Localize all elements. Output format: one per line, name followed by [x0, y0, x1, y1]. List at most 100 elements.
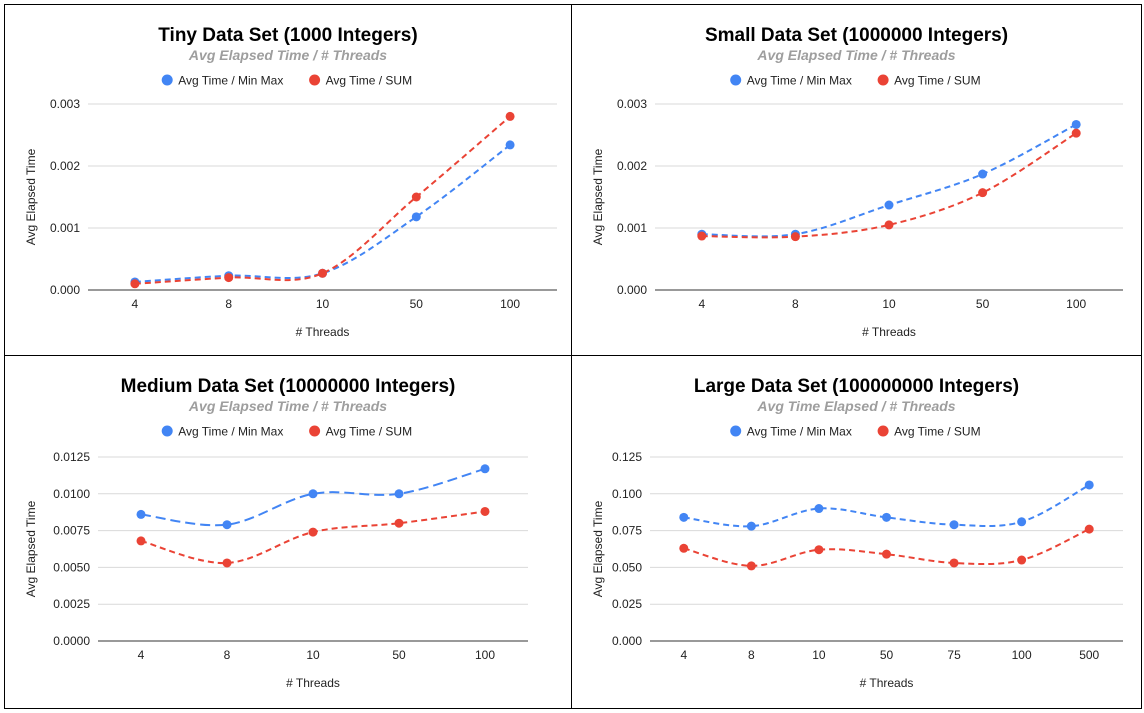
legend-label: Avg Time / Min Max [178, 425, 283, 439]
data-point [130, 279, 140, 289]
x-tick-label: 8 [748, 648, 755, 662]
y-tick-label: 0.000 [612, 634, 642, 648]
x-tick-label: 50 [880, 648, 894, 662]
x-tick-label: 100 [1012, 648, 1032, 662]
x-axis-label: # Threads [296, 325, 350, 339]
x-tick-label: 10 [316, 297, 330, 311]
data-point [978, 169, 988, 179]
data-point [222, 520, 232, 530]
chart-svg: Large Data Set (100000000 Integers)Avg T… [591, 376, 1123, 690]
legend-label: Avg Time / SUM [894, 425, 980, 439]
x-tick-label: 75 [947, 648, 961, 662]
x-tick-label: 4 [132, 297, 139, 311]
y-tick-label: 0.0100 [53, 487, 90, 501]
legend-label: Avg Time / SUM [894, 74, 980, 88]
y-tick-label: 0.0050 [53, 560, 90, 574]
data-point [790, 232, 800, 242]
data-point [746, 521, 756, 531]
data-point [308, 489, 318, 499]
x-tick-label: 8 [225, 297, 232, 311]
y-axis-label: Avg Elapsed Time [24, 500, 38, 597]
data-point [1084, 524, 1094, 534]
data-point [136, 536, 146, 546]
chart-panel-tiny: Tiny Data Set (1000 Integers) Avg Elapsed… [5, 5, 571, 355]
data-point [679, 543, 689, 553]
data-point [136, 509, 146, 519]
x-tick-label: 100 [1066, 297, 1086, 311]
data-point [978, 188, 988, 198]
data-point [394, 518, 404, 528]
y-tick-label: 0.125 [612, 450, 642, 464]
y-tick-label: 0.001 [617, 221, 647, 235]
x-tick-label: 4 [680, 648, 687, 662]
y-tick-label: 0.025 [612, 597, 642, 611]
series-line [701, 132, 1077, 239]
legend-label: Avg Time / SUM [326, 425, 412, 439]
y-axis-label: Avg Elapsed Time [24, 148, 38, 245]
border-middle [4, 355, 1142, 356]
y-tick-label: 0.000 [617, 283, 647, 297]
data-point [884, 200, 894, 210]
data-point [746, 561, 756, 571]
data-point [480, 506, 490, 516]
chart-panel-large: Large Data Set (100000000 Integers) Avg T… [572, 356, 1141, 708]
legend: Avg Time / Min Max Avg Time / SUM [730, 425, 981, 439]
border-right [1141, 4, 1142, 709]
x-tick-label: 50 [392, 648, 406, 662]
series-line [683, 528, 1090, 567]
y-tick-label: 0.002 [50, 159, 80, 173]
x-tick-label: 4 [138, 648, 145, 662]
y-tick-label: 0.050 [612, 560, 642, 574]
x-axis-label: # Threads [286, 676, 340, 690]
border-bottom [4, 708, 1142, 709]
data-point [949, 558, 959, 568]
legend-label: Avg Time / Min Max [178, 74, 283, 88]
legend-marker [161, 74, 173, 86]
legend-marker [309, 74, 321, 86]
y-tick-label: 0.0000 [53, 634, 90, 648]
x-axis-label: # Threads [860, 676, 914, 690]
x-tick-label: 10 [882, 297, 896, 311]
data-point [411, 192, 421, 202]
chart-subtitle: Avg Elapsed Time / # Threads [188, 47, 387, 63]
y-tick-label: 0.0125 [53, 450, 90, 464]
y-tick-label: 0.075 [612, 524, 642, 538]
y-axis-label: Avg Elapsed Time [591, 148, 605, 245]
data-point [1017, 555, 1027, 565]
data-point [1017, 517, 1027, 527]
data-point [814, 504, 824, 514]
y-tick-label: 0.002 [617, 159, 647, 173]
chart-title: Large Data Set (100000000 Integers) [694, 376, 1019, 397]
chart-svg: Small Data Set (1000000 Integers)Avg Ela… [591, 25, 1123, 339]
series-line [134, 115, 511, 285]
y-tick-label: 0.003 [617, 97, 647, 111]
legend: Avg Time / Min Max Avg Time / SUM [161, 74, 412, 88]
x-tick-label: 10 [812, 648, 826, 662]
data-point [1084, 480, 1094, 490]
border-top [4, 4, 1142, 5]
y-tick-label: 0.0025 [53, 597, 90, 611]
chart-subtitle: Avg Time Elapsed / # Threads [756, 398, 955, 414]
data-point [480, 464, 490, 474]
data-point [505, 140, 515, 150]
data-point [949, 520, 959, 530]
chart-svg: Tiny Data Set (1000 Integers)Avg Elapsed… [24, 25, 557, 339]
y-tick-label: 0.003 [50, 97, 80, 111]
data-point [882, 549, 891, 559]
chart-svg: Medium Data Set (10000000 Integers)Avg E… [24, 376, 528, 690]
chart-subtitle: Avg Elapsed Time / # Threads [188, 398, 387, 414]
data-point [679, 512, 689, 522]
series-line [140, 467, 486, 527]
data-point [394, 489, 404, 499]
series-line [140, 510, 486, 565]
legend-marker [730, 74, 742, 86]
x-tick-label: 100 [475, 648, 495, 662]
legend-marker [730, 425, 742, 437]
y-tick-label: 0.0075 [53, 524, 90, 538]
series-line [134, 144, 511, 283]
x-tick-label: 50 [976, 297, 990, 311]
chart-subtitle: Avg Elapsed Time / # Threads [756, 47, 955, 63]
data-point [884, 220, 894, 230]
y-tick-label: 0.100 [612, 487, 642, 501]
